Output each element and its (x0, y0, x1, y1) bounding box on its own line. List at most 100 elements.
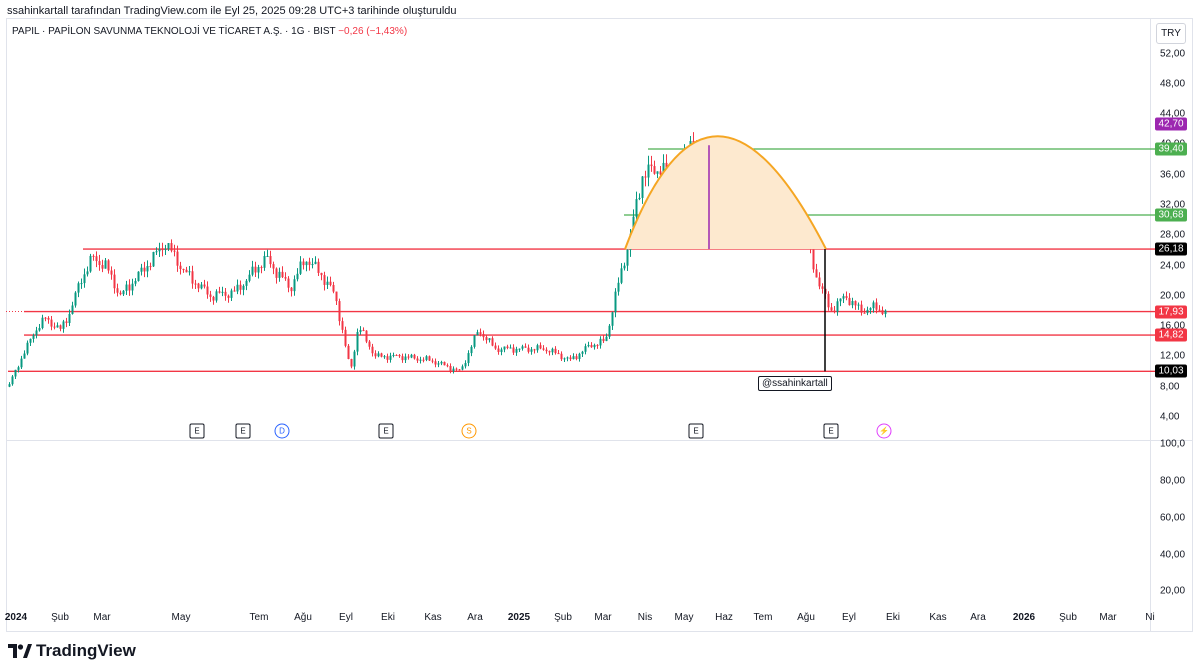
candle-body (815, 269, 818, 278)
currency-button[interactable]: TRY (1156, 23, 1186, 44)
candle-body (584, 346, 587, 352)
candle-body (371, 346, 374, 354)
candle-body (581, 351, 584, 354)
candle-body (374, 353, 377, 357)
lower-tick: 100,0 (1160, 438, 1186, 450)
candle-body (533, 349, 536, 351)
candle-body (125, 284, 128, 291)
candle-body (359, 329, 362, 333)
candle-body (383, 356, 386, 358)
candle-body (116, 288, 119, 293)
pane-separator[interactable] (6, 440, 1193, 441)
time-tick: Eyl (339, 612, 353, 623)
split-marker[interactable]: S (461, 423, 477, 439)
candle-body (521, 346, 524, 349)
earnings-marker[interactable]: E (688, 423, 704, 439)
candle-body (155, 251, 158, 253)
candle-body (23, 353, 26, 359)
dividend-marker[interactable]: D (274, 423, 290, 439)
candle-body (551, 348, 554, 353)
candle-body (71, 305, 74, 314)
candle-body (248, 274, 251, 281)
candle-body (332, 285, 335, 292)
news-marker[interactable]: ⚡ (876, 423, 892, 439)
candle-body (344, 329, 347, 346)
candle-body (491, 338, 494, 346)
candle-body (392, 354, 395, 356)
candle-body (224, 291, 227, 296)
candle-body (47, 317, 50, 320)
candle-body (296, 273, 299, 280)
level-badge: 30,68 (1155, 208, 1187, 222)
candle-body (197, 283, 200, 289)
symbol-info[interactable]: PAPIL · PAPİLON SAVUNMA TEKNOLOJİ VE TİC… (12, 26, 407, 37)
candle-body (290, 287, 293, 292)
candle-body (851, 301, 854, 306)
candle-body (401, 356, 404, 361)
symbol-title: PAPIL · PAPİLON SAVUNMA TEKNOLOJİ VE TİC… (12, 26, 336, 37)
candle-body (536, 345, 539, 351)
candle-body (335, 291, 338, 302)
candle-body (509, 347, 512, 349)
candle-body (623, 265, 626, 269)
candle-body (497, 348, 500, 352)
price-tick: 44,00 (1160, 108, 1186, 120)
candle-body (356, 332, 359, 352)
candle-body (122, 290, 125, 295)
price-tick: 4,00 (1160, 411, 1180, 423)
candle-body (287, 278, 290, 288)
level-badge: 10,03 (1155, 364, 1187, 378)
candle-body (878, 309, 881, 311)
earnings-marker[interactable]: E (378, 423, 394, 439)
candle-body (386, 356, 389, 360)
candle-body (881, 309, 884, 315)
candle-body (62, 321, 65, 329)
time-tick: Nis (637, 612, 653, 623)
price-tick: 8,00 (1160, 381, 1180, 393)
candle-body (215, 291, 218, 301)
candle-body (590, 345, 593, 348)
candle-body (812, 247, 815, 270)
candle-body (557, 353, 560, 355)
earnings-marker[interactable]: E (235, 423, 251, 439)
candle-body (506, 346, 509, 348)
candle-body (572, 356, 575, 360)
candle-body (455, 368, 458, 370)
candle-body (611, 312, 614, 326)
candle-body (68, 313, 71, 323)
candle-body (548, 351, 551, 353)
candle-body (419, 359, 422, 361)
earnings-marker[interactable]: E (189, 423, 205, 439)
candle-body (632, 216, 635, 234)
candle-body (650, 164, 653, 167)
candle-body (569, 357, 572, 360)
candle-body (884, 310, 887, 315)
candle-body (848, 297, 851, 306)
candle-body (113, 274, 116, 289)
candle-body (59, 325, 62, 329)
candle-body (530, 349, 533, 352)
candle-body (545, 349, 548, 352)
time-tick: Kas (424, 612, 442, 623)
candle-body (869, 308, 872, 310)
earnings-marker[interactable]: E (823, 423, 839, 439)
candle-body (641, 176, 644, 198)
level-badge: 42,70 (1155, 117, 1187, 131)
candle-body (38, 328, 41, 331)
candle-body (524, 346, 527, 348)
candle-body (218, 291, 221, 293)
tradingview-logo[interactable]: TradingView (8, 641, 136, 661)
price-tick: 16,00 (1160, 320, 1186, 332)
time-tick: Ağu (797, 612, 815, 623)
candle-body (329, 281, 332, 286)
candle-body (170, 243, 173, 251)
candle-body (311, 264, 314, 266)
candle-body (380, 353, 383, 357)
candle-body (305, 261, 308, 266)
candle-body (407, 356, 410, 358)
price-tick: 52,00 (1160, 48, 1186, 60)
candle-body (347, 345, 350, 360)
candle-body (818, 277, 821, 287)
lower-tick: 20,00 (1160, 585, 1186, 597)
